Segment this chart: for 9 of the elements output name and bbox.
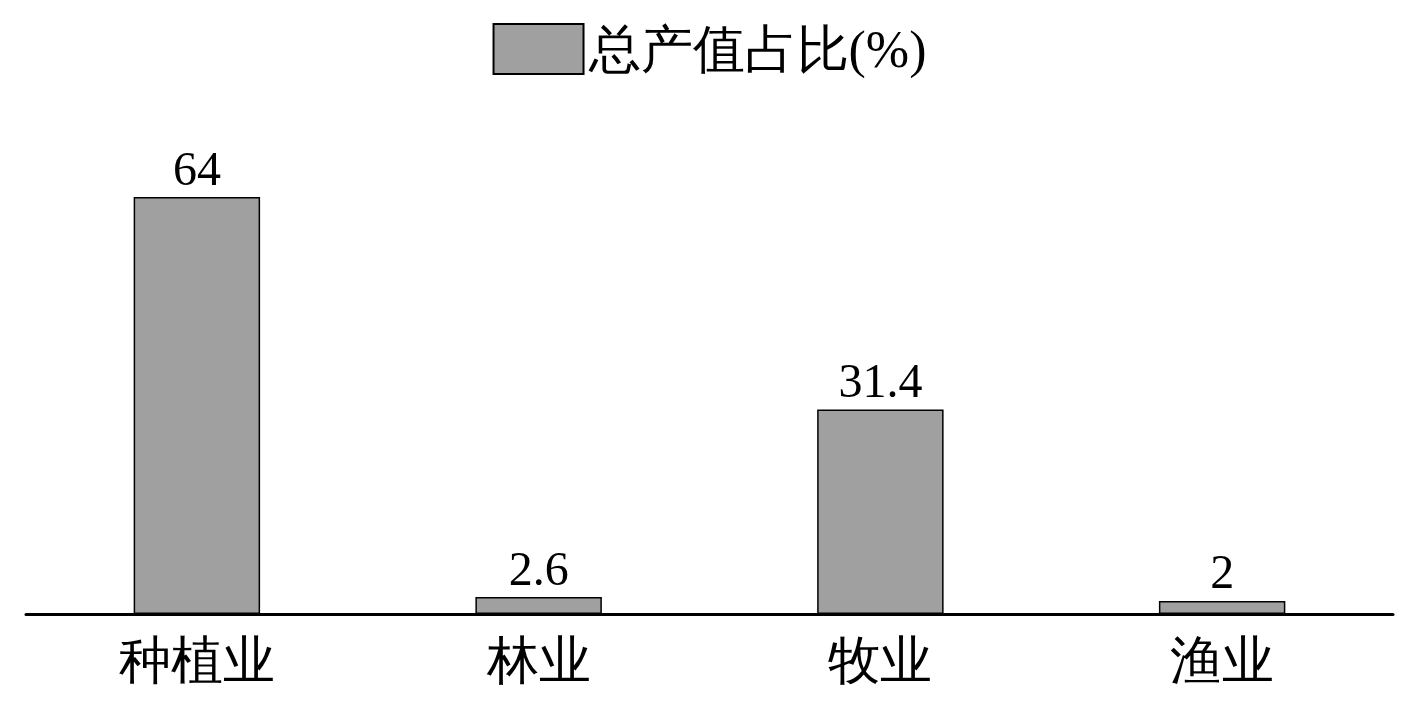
data-label: 2.6 xyxy=(508,541,569,595)
data-label: 2 xyxy=(1210,545,1235,599)
x-tick-label: 林业 xyxy=(485,631,591,689)
data-label: 64 xyxy=(172,141,221,195)
legend-label: 总产值占比(%) xyxy=(587,20,927,79)
x-tick-label: 种植业 xyxy=(118,631,275,689)
x-tick-label: 牧业 xyxy=(828,631,933,689)
data-label: 31.4 xyxy=(838,353,923,407)
x-tick-label: 渔业 xyxy=(1170,631,1275,689)
